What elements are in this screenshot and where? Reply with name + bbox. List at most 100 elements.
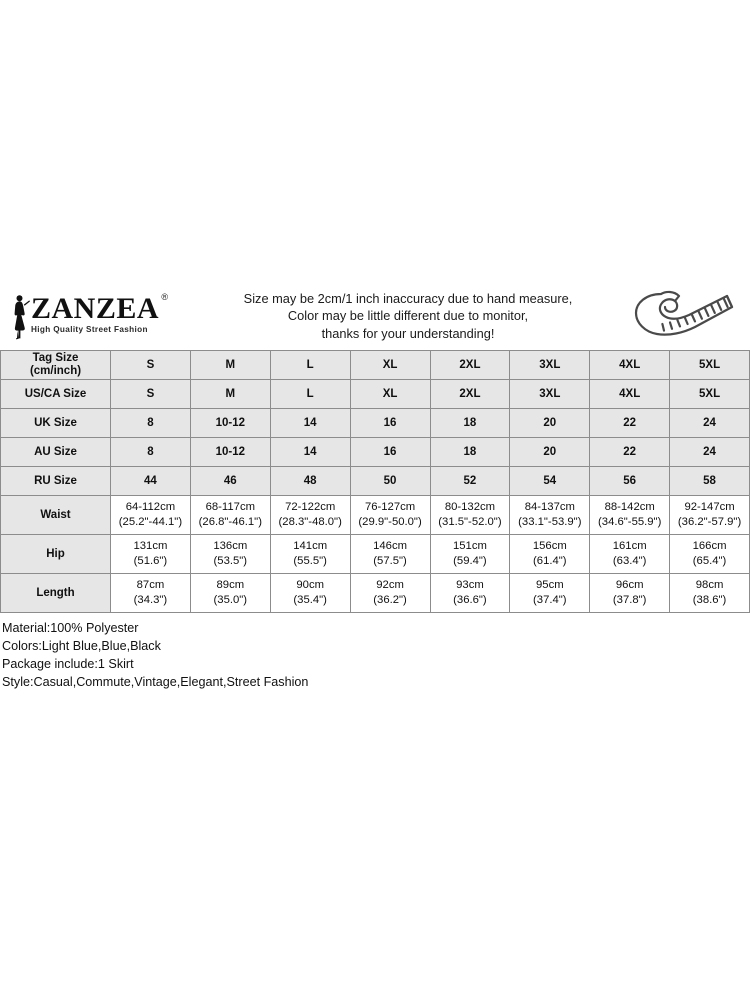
table-cell: 161cm (63.4") [589, 534, 671, 574]
table-row: AU Size 8 10-12 14 16 18 20 22 24 [0, 437, 750, 467]
table-cell: 3XL [509, 350, 591, 380]
table-cell: XL [349, 350, 431, 380]
table-cell: 56 [589, 466, 671, 496]
table-cell: 14 [269, 437, 351, 467]
table-cell: 92-147cm (36.2"-57.9") [669, 495, 750, 535]
cell-value-cm: 76-127cm [364, 501, 416, 513]
row-label-unit: (cm/inch) [29, 365, 82, 377]
table-cell: L [269, 350, 351, 380]
cell-value-cm: 141cm [293, 540, 328, 552]
cell-value-inch: (51.6") [133, 555, 168, 567]
measuring-tape-icon [624, 290, 744, 342]
table-row: RU Size 44 46 48 50 52 54 56 58 [0, 466, 750, 496]
cell-value-inch: (34.3") [133, 594, 168, 606]
table-cell: 50 [349, 466, 431, 496]
table-cell: 10-12 [189, 437, 271, 467]
product-details: Material:100% Polyester Colors:Light Blu… [0, 613, 750, 691]
table-cell: 88-142cm (34.6"-55.9") [589, 495, 671, 535]
measurement-notice: Size may be 2cm/1 inch inaccuracy due to… [188, 290, 624, 343]
table-cell: 54 [509, 466, 591, 496]
table-cell: 93cm (36.6") [429, 573, 511, 613]
cell-value-inch: (53.5") [213, 555, 248, 567]
detail-material: Material:100% Polyester [2, 621, 139, 635]
row-label-hip: Hip [0, 534, 111, 574]
cell-value-cm: 93cm [456, 579, 484, 591]
table-cell: 156cm (61.4") [509, 534, 591, 574]
cell-value-cm: 146cm [373, 540, 408, 552]
cell-value-inch: (36.2") [373, 594, 407, 606]
table-cell: M [189, 379, 271, 409]
table-row: Hip 131cm (51.6") 136cm (53.5") 141cm (55.5") 1… [0, 534, 750, 574]
cell-value-inch: (28.3"-48.0") [278, 516, 342, 528]
brand-tagline: High Quality Street Fashion [31, 325, 148, 334]
cell-value-cm: 92cm [376, 579, 404, 591]
table-cell: 58 [669, 466, 750, 496]
table-cell: 5XL [669, 350, 750, 380]
cell-value-inch: (57.5") [373, 555, 407, 567]
table-cell: 131cm (51.6") [110, 534, 191, 574]
cell-value-inch: (34.6"-55.9") [598, 516, 662, 528]
table-row: UK Size 8 10-12 14 16 18 20 22 24 [0, 408, 750, 438]
table-cell: 5XL [669, 379, 750, 409]
table-cell: 166cm (65.4") [669, 534, 750, 574]
detail-colors: Colors:Light Blue,Blue,Black [2, 639, 161, 653]
cell-value-cm: 87cm [136, 579, 165, 591]
table-cell: 68-117cm (26.8"-46.1") [189, 495, 271, 535]
table-cell: 136cm (53.5") [189, 534, 271, 574]
cell-value-inch: (36.6") [453, 594, 487, 606]
row-label-tag-size: Tag Size (cm/inch) [0, 350, 111, 380]
cell-value-cm: 136cm [213, 540, 248, 552]
table-cell: 98cm (38.6") [669, 573, 750, 613]
registered-trademark-icon: ® [161, 292, 169, 302]
cell-value-cm: 64-112cm [125, 501, 176, 513]
table-cell: 4XL [589, 379, 671, 409]
table-cell: 3XL [509, 379, 591, 409]
cell-value-inch: (26.8"-46.1") [198, 516, 262, 528]
cell-value-inch: (38.6") [692, 594, 727, 606]
table-row: Tag Size (cm/inch) S M L XL 2XL 3XL 4XL 5XL [0, 350, 750, 380]
table-cell: 8 [110, 437, 191, 467]
table-cell: 48 [269, 466, 351, 496]
table-row: US/CA Size S M L XL 2XL 3XL 4XL 5XL [0, 379, 750, 409]
brand-logo: ZANZEA ® High Quality Street Fashion [8, 292, 188, 340]
cell-value-cm: 89cm [216, 579, 245, 591]
cell-value-cm: 161cm [612, 540, 647, 552]
notice-line-2: Color may be little different due to mon… [287, 308, 529, 324]
woman-silhouette-icon [8, 294, 30, 340]
cell-value-inch: (55.5") [293, 555, 327, 567]
table-cell: 96cm (37.8") [589, 573, 671, 613]
table-cell: 16 [349, 437, 431, 467]
size-chart-table: Tag Size (cm/inch) S M L XL 2XL 3XL 4XL 5XL US/CA … [0, 350, 750, 613]
table-cell: 18 [429, 408, 511, 438]
table-cell: 8 [110, 408, 191, 438]
table-cell: 84-137cm (33.1"-53.9") [509, 495, 591, 535]
cell-value-inch: (37.4") [533, 594, 567, 606]
table-cell: 24 [669, 437, 750, 467]
detail-package: Package include:1 Skirt [2, 657, 134, 671]
row-label-us-ca-size: US/CA Size [0, 379, 111, 409]
cell-value-inch: (37.8") [612, 594, 647, 606]
cell-value-inch: (65.4") [692, 555, 727, 567]
table-cell: 4XL [589, 350, 671, 380]
table-row: Waist 64-112cm (25.2"-44.1") 68-117cm (26.8"… [0, 495, 750, 535]
row-label-uk-size: UK Size [0, 408, 111, 438]
cell-value-inch: (25.2"-44.1") [118, 516, 183, 528]
cell-value-inch: (33.1"-53.9") [518, 516, 582, 528]
table-cell: 52 [429, 466, 511, 496]
cell-value-inch: (59.4") [453, 555, 487, 567]
cell-value-inch: (31.5"-52.0") [438, 516, 502, 528]
table-cell: 87cm (34.3") [110, 573, 191, 613]
cell-value-cm: 72-122cm [285, 501, 336, 513]
table-cell: 95cm (37.4") [509, 573, 591, 613]
table-cell: S [110, 379, 191, 409]
table-cell: 64-112cm (25.2"-44.1") [110, 495, 191, 535]
table-cell: 72-122cm (28.3"-48.0") [269, 495, 351, 535]
table-cell: L [269, 379, 351, 409]
row-label-ru-size: RU Size [0, 466, 111, 496]
cell-value-cm: 80-132cm [444, 501, 496, 513]
table-cell: 10-12 [189, 408, 271, 438]
cell-value-cm: 90cm [296, 579, 324, 591]
brand-wordmark: ZANZEA [31, 292, 160, 325]
cell-value-inch: (35.4") [293, 594, 327, 606]
table-cell: 146cm (57.5") [349, 534, 431, 574]
